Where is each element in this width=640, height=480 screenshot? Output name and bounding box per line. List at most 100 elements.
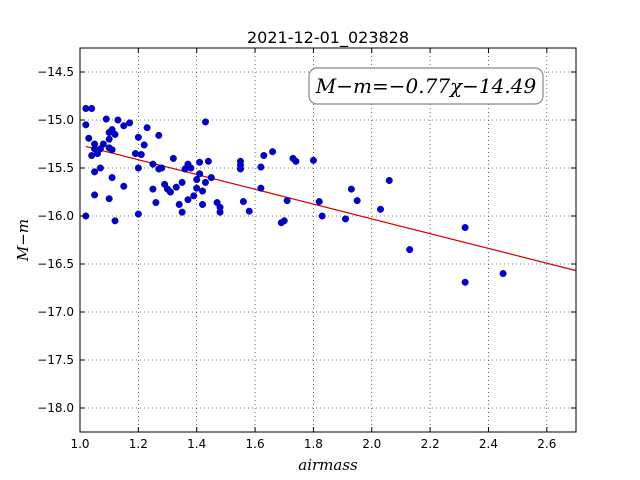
data-point [190,192,198,200]
data-point [91,191,99,199]
data-point [131,150,139,158]
data-point [260,152,268,160]
fit-line-group [85,145,577,272]
y-tick-label: −14.5 [37,65,74,79]
data-point [137,151,145,159]
fit-equation-text: M−m=−0.77χ−14.49 [315,74,537,98]
x-tick-label: 2.0 [362,437,381,451]
data-point [82,104,90,112]
data-point [158,164,166,172]
axis-ticks [79,48,576,432]
data-point [461,224,469,232]
data-point [239,198,247,206]
data-point [199,200,207,208]
data-point [184,196,192,204]
data-point [178,178,186,186]
data-point [196,170,204,178]
data-point [175,200,183,208]
data-point [149,160,157,168]
data-point [111,130,119,138]
x-tick-label: 2.6 [537,437,556,451]
data-point [347,185,355,193]
data-point [140,141,148,149]
x-tick-label: 1.4 [187,437,206,451]
data-point [245,207,253,215]
data-point [201,178,209,186]
data-point [108,146,116,154]
x-tick-label: 2.2 [421,437,440,451]
chart-title: 2021-12-01_023828 [247,28,409,48]
data-point [196,158,204,166]
y-tick-label: −17.5 [37,353,74,367]
data-point [111,217,119,225]
data-point [169,154,177,162]
data-point [353,197,361,205]
data-point [102,115,110,123]
data-point [82,121,90,129]
data-point [199,187,207,195]
data-point [120,122,128,130]
y-tick-label: −15.5 [37,161,74,175]
data-point [134,133,142,141]
equation-box-frame [308,67,544,105]
data-point [406,246,414,254]
data-point [134,164,142,172]
x-tick-label: 2.4 [479,437,498,451]
data-point [385,176,393,184]
data-point [143,124,151,132]
data-point [207,174,215,182]
data-points [82,104,507,286]
data-point [193,184,201,192]
data-point [85,134,93,142]
data-point [99,140,107,148]
data-point [461,278,469,286]
fit-line [85,145,577,272]
data-point [88,152,96,160]
data-point [216,208,224,216]
data-point [377,205,385,213]
data-point [155,131,163,139]
fit-equation-box: M−m=−0.77χ−14.49 [308,67,544,105]
data-point [292,157,300,165]
y-tick-labels: −14.5 −15.0 −15.5 −16.0 −16.5 −17.0 −17.5 −18.0 [37,65,74,415]
y-tick-label: −16.0 [37,209,74,223]
data-point [134,210,142,218]
plot-frame [79,47,577,433]
data-point [499,270,507,278]
x-tick-labels: 1.0 1.2 1.4 1.6 1.8 2.0 2.2 2.4 2.6 [70,437,556,451]
y-axis-label: M−m [14,219,32,262]
y-tick-label: −15.0 [37,113,74,127]
data-point [172,183,180,191]
data-point [91,168,99,176]
data-point [257,184,265,192]
data-point [193,176,201,184]
data-point [236,165,244,173]
data-point [204,157,212,165]
y-tick-label: −18.0 [37,401,74,415]
data-point [149,185,157,193]
data-point [120,182,128,190]
data-point [269,148,277,156]
data-point [126,119,134,127]
data-point [280,217,288,225]
data-point [309,156,317,164]
x-tick-label: 1.2 [129,437,148,451]
data-point [88,104,96,112]
data-point [187,164,195,172]
data-point [108,174,116,182]
data-point [315,198,323,206]
x-axis-label: airmass [298,456,358,474]
data-point [257,163,265,171]
data-point [105,195,113,203]
data-point [342,215,350,223]
x-tick-label: 1.6 [246,437,265,451]
data-point [283,197,291,205]
x-tick-label: 1.0 [70,437,89,451]
plot-area [80,48,576,432]
data-point [318,212,326,220]
y-tick-label: −17.0 [37,305,74,319]
y-tick-label: −16.5 [37,257,74,271]
data-point [96,164,104,172]
data-point [114,116,122,124]
